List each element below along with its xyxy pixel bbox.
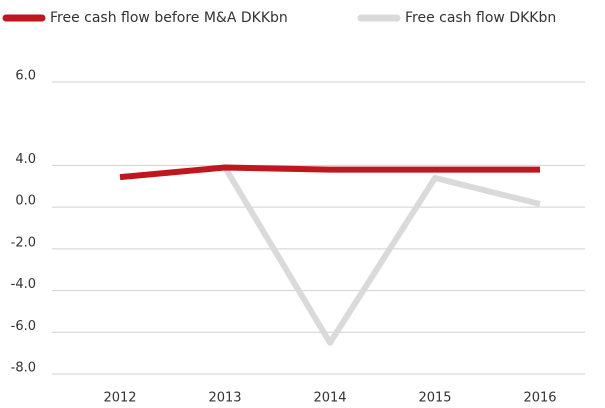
- y-tick-label: -8.0: [11, 361, 36, 376]
- series-line: [119, 164, 540, 181]
- series-line: [222, 165, 541, 346]
- y-tick-label: -2.0: [11, 235, 36, 250]
- y-tick-label: -6.0: [11, 319, 36, 334]
- legend-label: Free cash flow DKKbn: [405, 10, 556, 26]
- x-tick-label: 2012: [103, 391, 136, 406]
- legend-label: Free cash flow before M&A DKKbn: [50, 10, 288, 26]
- y-tick-label: 4.0: [15, 152, 36, 167]
- x-tick-label: 2016: [523, 391, 556, 406]
- y-tick-label: 6.0: [15, 69, 36, 84]
- x-tick-label: 2015: [418, 391, 451, 406]
- y-tick-label: 0.0: [15, 194, 36, 209]
- x-tick-label: 2014: [313, 391, 346, 406]
- y-tick-label: -4.0: [11, 277, 36, 292]
- x-tick-label: 2013: [208, 391, 241, 406]
